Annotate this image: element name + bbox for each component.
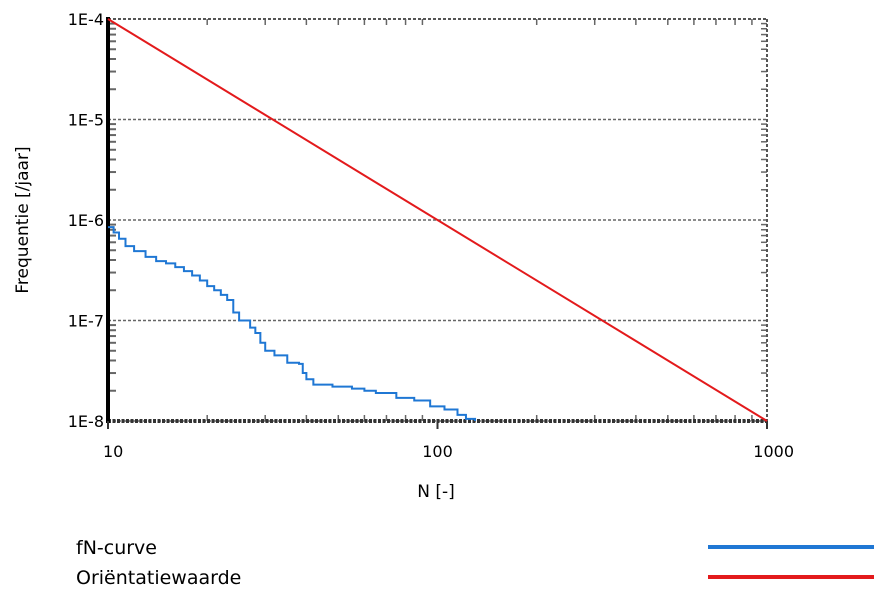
legend-swatch-fn-curve <box>708 545 874 549</box>
y-tick-label-1: 1E-5 <box>68 111 104 130</box>
x-tick-label-2: 1000 <box>753 442 794 461</box>
y-tick-label-2: 1E-6 <box>68 211 104 230</box>
x-axis-title: N [-] <box>417 482 455 502</box>
plot-frame <box>106 17 768 429</box>
legend-label-orientatiewaarde: Oriëntatiewaarde <box>76 567 242 589</box>
series-line-ori-ntatiewaarde <box>107 18 768 422</box>
legend-item-orientatiewaarde: Oriëntatiewaarde <box>76 566 874 596</box>
series-layer <box>107 18 768 422</box>
legend-label-fn-curve: fN-curve <box>76 537 157 559</box>
x-tick-label-0: 10 <box>103 442 123 461</box>
series-line-fn-curve <box>108 226 477 421</box>
fn-chart: 1E-4 1E-5 1E-6 1E-7 1E-8 10 100 1000 N [-] Freq… <box>13 10 794 502</box>
y-tick-label-4: 1E-8 <box>68 412 104 431</box>
y-tick-label-3: 1E-7 <box>68 312 104 331</box>
legend-swatch-orientatiewaarde <box>708 575 874 579</box>
y-tick-label-0: 1E-4 <box>68 10 104 29</box>
legend-item-fn-curve: fN-curve <box>76 536 874 566</box>
x-tick-label-1: 100 <box>422 442 453 461</box>
y-axis-title: Frequentie [/jaar] <box>13 146 33 293</box>
legend: fN-curve Oriëntatiewaarde <box>76 536 874 596</box>
tick-labels: 1E-4 1E-5 1E-6 1E-7 1E-8 10 100 1000 <box>68 10 794 461</box>
